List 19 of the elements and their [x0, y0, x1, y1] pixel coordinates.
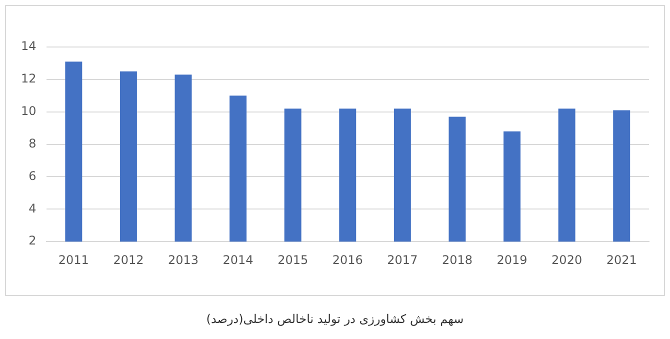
y-tick-label: 10 [20, 104, 36, 118]
x-tick-label: 2017 [387, 252, 418, 267]
x-tick-label: 2013 [168, 252, 199, 267]
y-tick-label: 6 [28, 168, 36, 183]
y-tick-label: 2 [28, 234, 36, 248]
x-tick-label: 2021 [606, 252, 637, 267]
x-tick-label: 2015 [278, 252, 308, 267]
x-tick-label: 2014 [222, 252, 254, 267]
y-tick-label: 12 [20, 72, 36, 86]
x-tick-label: 2016 [332, 252, 363, 267]
x-tick-label: 2011 [58, 252, 89, 267]
text: سهم بخش کشاورزی در تولید ناخالص داخلی(درصد) [205, 312, 465, 326]
y-tick-label: 14 [20, 39, 36, 54]
y-tick-label: 4 [28, 201, 36, 216]
x-tick-label: 2012 [113, 252, 144, 267]
x-tick-label: 2019 [496, 252, 528, 267]
y-tick-label: 8 [28, 136, 36, 150]
x-tick-label: 2020 [552, 252, 582, 267]
x-tick-label: 2018 [442, 252, 472, 267]
